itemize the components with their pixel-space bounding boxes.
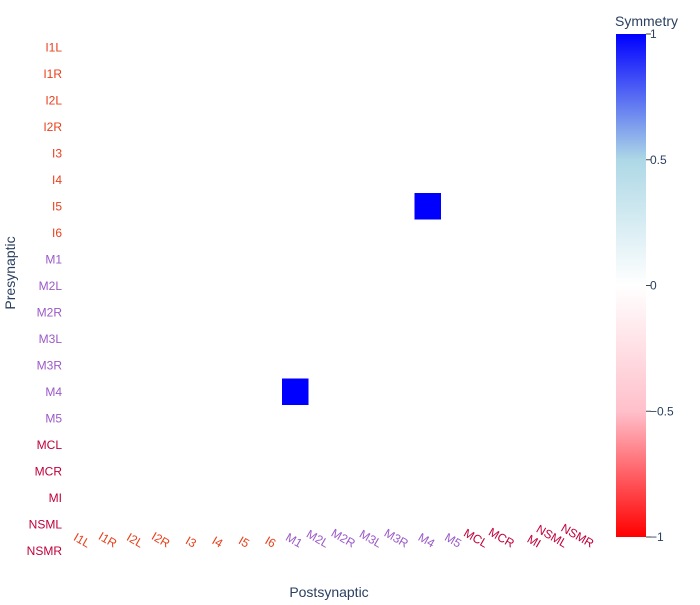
x-tick-label: I2R	[149, 529, 172, 551]
colorbar-tick-label: 1	[650, 27, 657, 41]
y-tick-label: I2L	[45, 93, 62, 107]
y-tick-label: I5	[52, 199, 62, 213]
colorbar-tick-label: −0.5	[650, 404, 674, 418]
heatmap-cell	[414, 193, 441, 220]
y-tick-label: I3	[52, 146, 62, 160]
y-tick-label: M4	[45, 385, 62, 399]
y-tick-label: I4	[52, 173, 62, 187]
y-tick-label: NSMR	[27, 544, 63, 558]
y-tick-label: MCL	[37, 438, 63, 452]
x-tick-label: I4	[210, 533, 226, 550]
x-tick-label: M2R	[329, 526, 358, 551]
y-tick-label: I1R	[43, 67, 62, 81]
y-axis-title: Presynaptic	[2, 236, 18, 309]
x-tick-label: MCR	[486, 525, 517, 551]
y-axis-tick-labels: I1L I1R I2L I2R I3 I4 I5 I6 M1 M2L M2R M3L M3R M4 M5 MC…	[27, 40, 63, 558]
x-tick-label: M4	[416, 530, 438, 551]
x-tick-label: M2L	[304, 527, 331, 551]
x-tick-label: I5	[236, 533, 252, 550]
y-tick-label: M3L	[39, 332, 63, 346]
x-tick-label: I3	[183, 533, 199, 550]
colorbar-tick-label: 0	[650, 279, 657, 293]
x-axis-title: Postsynaptic	[289, 584, 368, 600]
colorbar-tick-label: −1	[650, 530, 664, 544]
x-tick-label: M3R	[382, 526, 411, 551]
y-tick-label: M1	[45, 252, 62, 266]
y-tick-label: I2R	[43, 120, 62, 134]
colorbar-tick-label: 0.5	[650, 153, 667, 167]
x-tick-label: MI	[525, 532, 544, 551]
colorbar-title: Symmetry	[615, 13, 678, 29]
y-tick-label: M5	[45, 411, 62, 425]
y-tick-label: NSML	[29, 517, 63, 531]
x-tick-label: M3L	[357, 527, 384, 551]
y-tick-label: M3R	[37, 358, 63, 372]
x-tick-label: M5	[442, 530, 464, 551]
colorbar-gradient	[616, 34, 646, 537]
x-tick-label: I2L	[124, 530, 146, 551]
colorbar-ticks: 1 0.5 0 −0.5 −1	[646, 27, 674, 544]
x-tick-label: I6	[263, 533, 279, 550]
y-tick-label: M2L	[39, 279, 63, 293]
x-tick-label: MCL	[461, 526, 490, 551]
y-tick-label: MI	[49, 491, 62, 505]
x-tick-label: I1L	[71, 530, 93, 551]
heatmap-cell	[282, 378, 309, 405]
x-tick-label: M1	[283, 530, 305, 551]
y-tick-label: I1L	[45, 40, 62, 54]
x-tick-label: I1R	[96, 529, 119, 551]
y-tick-label: M2R	[37, 305, 63, 319]
colorbar: Symmetry 1 0.5 0 −0.5 −1	[615, 13, 678, 544]
plot-area	[282, 193, 441, 405]
y-tick-label: MCR	[35, 464, 63, 478]
y-tick-label: I6	[52, 226, 62, 240]
